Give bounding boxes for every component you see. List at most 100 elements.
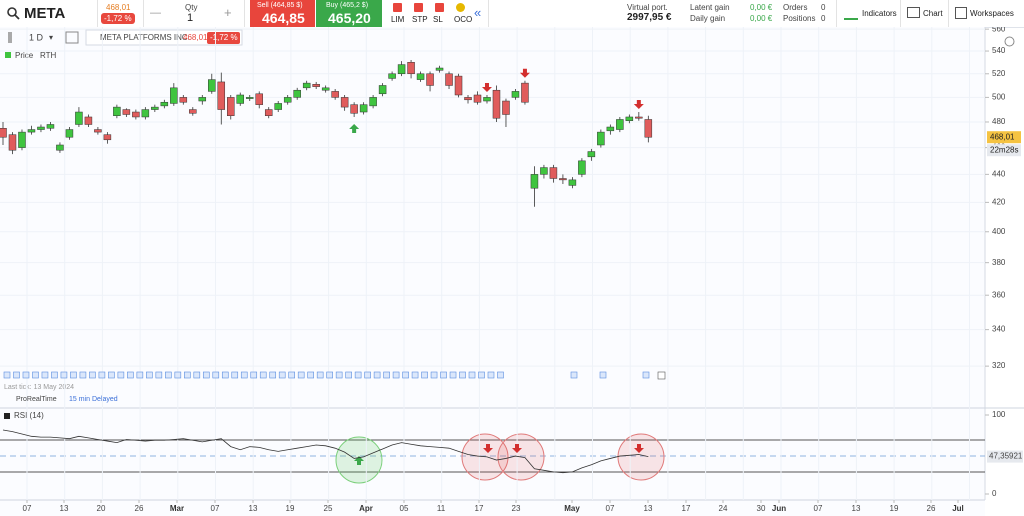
y-tick-label: 420 — [992, 197, 1006, 206]
countdown-box — [987, 144, 1021, 157]
candle-body — [407, 62, 415, 75]
event-icon — [411, 371, 419, 379]
candle-body — [274, 103, 282, 110]
candle-body — [141, 109, 150, 118]
event-icon — [383, 371, 390, 379]
menu-indicators[interactable]: Indicators — [862, 9, 897, 18]
event-icon — [430, 371, 438, 379]
delay: 15 min Delayed — [69, 396, 118, 403]
candle-body — [37, 126, 45, 130]
candle-body — [388, 73, 396, 79]
legend-entry[interactable]: Price — [15, 51, 34, 60]
orders-label: Orders — [783, 3, 808, 12]
order-type[interactable]: STP — [412, 15, 428, 24]
order-icon[interactable] — [414, 3, 423, 12]
candle-body — [464, 97, 472, 101]
event-icon — [117, 371, 125, 379]
positions-label: Positions — [783, 14, 816, 23]
event-icon — [335, 371, 343, 379]
rsi-current: 47,35921 — [989, 452, 1023, 461]
candle-body — [122, 109, 131, 115]
search-icon[interactable] — [6, 6, 20, 20]
qty-plus[interactable]: + — [224, 5, 232, 20]
order-type[interactable]: SL — [433, 15, 443, 24]
event-icon — [354, 371, 362, 379]
order-type[interactable]: OCO — [454, 15, 473, 24]
legend-swatch — [5, 52, 11, 58]
separator — [97, 0, 144, 27]
candle-body — [160, 101, 169, 107]
candle-body — [217, 81, 226, 110]
event-icon — [570, 371, 578, 379]
candle-body — [521, 82, 529, 103]
menu-workspaces[interactable]: Workspaces — [970, 9, 1014, 18]
qty[interactable]: 1 — [187, 12, 194, 24]
event-icon — [231, 371, 239, 379]
order-type[interactable]: LIM — [391, 15, 405, 24]
toolbar: META 468,01 -1,72 % — + Qty 1 Sell (464,… — [0, 0, 1024, 28]
candle-body — [132, 111, 140, 118]
candle-body — [113, 106, 121, 116]
x-tick-label: 07 — [23, 504, 32, 513]
event-icon — [146, 371, 153, 379]
candle-body — [578, 160, 586, 175]
handle — [8, 32, 12, 43]
event-icon — [221, 371, 229, 379]
x-tick-label: 07 — [814, 504, 823, 513]
plot-background — [0, 27, 985, 516]
candle-body — [492, 89, 501, 119]
y-tick-label: 500 — [992, 93, 1006, 102]
event-icon — [449, 371, 457, 379]
event-icon — [250, 371, 258, 379]
rsi-title: RSI (14) — [14, 411, 44, 420]
candle-body — [65, 129, 74, 138]
candle-body — [189, 109, 197, 114]
qty-minus[interactable]: — — [150, 7, 161, 19]
x-tick-label: 19 — [890, 504, 899, 513]
last-tick: Last tick: 13 May 2024 — [4, 384, 74, 391]
event-icon — [459, 371, 466, 379]
candle-body — [625, 116, 634, 121]
rsi-buy-signal — [354, 456, 364, 465]
event-icon — [70, 371, 77, 379]
menu-chart[interactable]: Chart — [923, 9, 943, 18]
rsi-swatch — [4, 413, 10, 419]
candle-body — [27, 129, 36, 133]
instrument-box — [85, 29, 243, 46]
candle-body — [340, 97, 349, 108]
sell-button[interactable] — [250, 0, 315, 27]
y-tick-label: 400 — [992, 227, 1006, 236]
event-icon — [642, 371, 650, 379]
qty-box — [143, 0, 245, 27]
candle-body — [483, 97, 491, 102]
x-tick-label: 07 — [211, 504, 220, 513]
buy-button[interactable] — [316, 0, 382, 27]
order-icon[interactable] — [393, 3, 402, 12]
chart-type-icon[interactable] — [65, 31, 79, 44]
y-tick-label: 560 — [992, 27, 1006, 33]
x-tick-label: 11 — [437, 504, 446, 513]
collapse[interactable]: « — [474, 5, 482, 20]
symbol[interactable]: META — [24, 5, 66, 22]
candle-body — [568, 179, 577, 186]
separator — [948, 0, 949, 27]
event-icon — [468, 371, 476, 379]
x-tick-label: 17 — [682, 504, 691, 513]
candle-body — [616, 119, 624, 130]
period[interactable]: 1 D — [29, 32, 44, 42]
candle-body — [378, 85, 387, 95]
order-icon[interactable] — [456, 3, 465, 12]
event-icon — [98, 371, 106, 379]
collapse-icon — [1004, 36, 1015, 47]
candle-body — [302, 82, 311, 89]
session[interactable]: RTH — [40, 51, 57, 60]
buy-signal — [349, 123, 360, 133]
x-tick-label: Jul — [952, 504, 964, 513]
candle-body — [245, 97, 254, 99]
event-icon — [212, 371, 220, 379]
order-icon[interactable] — [435, 3, 444, 12]
x-tick-label: 25 — [324, 504, 333, 513]
candle-body — [473, 94, 482, 103]
candle-body — [397, 64, 406, 75]
